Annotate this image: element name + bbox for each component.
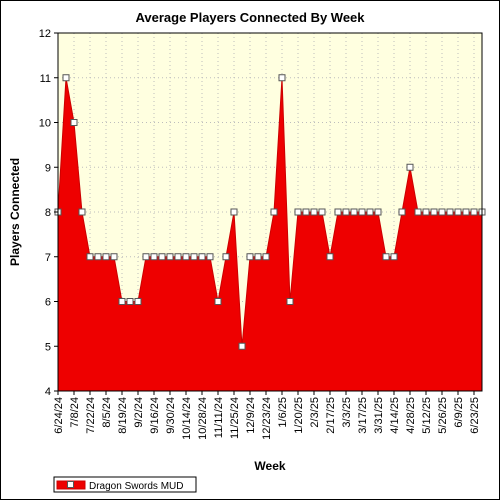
data-point-25 xyxy=(254,253,262,261)
data-point-23 xyxy=(238,342,246,350)
x-tick-label-0: 6/24/24 xyxy=(53,397,65,434)
data-point-27 xyxy=(270,208,278,216)
data-point-20 xyxy=(214,298,222,305)
data-point-19 xyxy=(206,253,214,261)
data-point-9 xyxy=(126,298,134,305)
data-point-3 xyxy=(78,208,86,216)
data-point-30 xyxy=(294,208,302,216)
x-tick-label-6: 9/16/24 xyxy=(149,397,161,434)
data-point-8 xyxy=(118,298,126,305)
x-tick-label-9: 10/28/24 xyxy=(197,397,209,440)
data-point-21 xyxy=(222,253,230,261)
data-point-35 xyxy=(334,208,342,216)
x-tick-label-17: 2/17/25 xyxy=(325,397,337,434)
data-point-14 xyxy=(166,253,174,261)
data-point-36 xyxy=(342,208,350,216)
data-point-7 xyxy=(110,253,118,261)
chart-title: Average Players Connected By Week xyxy=(135,10,365,25)
data-point-5 xyxy=(94,253,102,261)
x-tick-label-20: 3/31/25 xyxy=(373,397,385,434)
y-tick-label-2: 6 xyxy=(45,297,51,309)
data-point-44 xyxy=(406,163,414,171)
x-tick-label-19: 3/17/25 xyxy=(357,397,369,434)
y-axis-label: Players Connected xyxy=(8,158,22,266)
y-tick-label-3: 7 xyxy=(45,252,51,264)
y-tick-label-5: 9 xyxy=(45,162,51,174)
data-point-15 xyxy=(174,253,182,261)
data-point-39 xyxy=(366,208,374,216)
legend-marker xyxy=(67,481,74,488)
y-tick-label-0: 4 xyxy=(45,386,51,398)
x-tick-label-12: 12/9/24 xyxy=(245,397,257,434)
data-point-6 xyxy=(102,253,110,261)
data-point-40 xyxy=(374,208,382,216)
data-point-11 xyxy=(142,253,150,261)
x-tick-label-5: 9/2/24 xyxy=(133,397,145,428)
data-point-33 xyxy=(318,208,326,216)
data-point-38 xyxy=(358,208,366,216)
data-point-47 xyxy=(430,208,438,216)
data-point-16 xyxy=(182,253,190,261)
x-axis-ticks: 6/24/24 7/8/24 7/22/24 8/5/24 8/19/24 9/2/24 9… xyxy=(53,391,481,440)
x-tick-label-21: 4/14/25 xyxy=(389,397,401,434)
data-point-50 xyxy=(454,208,462,216)
data-point-29 xyxy=(286,298,294,305)
data-point-48 xyxy=(438,208,446,216)
data-point-4 xyxy=(86,253,94,261)
x-tick-label-18: 3/3/25 xyxy=(341,397,353,428)
x-tick-label-26: 6/23/25 xyxy=(469,397,481,434)
x-axis-label: Week xyxy=(254,459,285,473)
x-tick-label-15: 1/20/25 xyxy=(293,397,305,434)
data-point-17 xyxy=(190,253,198,261)
data-point-46 xyxy=(422,208,430,216)
data-point-52 xyxy=(470,208,478,216)
data-point-32 xyxy=(310,208,318,216)
legend: Dragon Swords MUD xyxy=(53,476,197,493)
x-tick-label-7: 9/30/24 xyxy=(165,397,177,434)
data-point-43 xyxy=(398,208,406,216)
x-tick-label-10: 11/11/24 xyxy=(213,397,225,438)
y-axis-ticks: 4 5 6 7 8 9 10 11 12 xyxy=(39,28,58,398)
y-tick-label-8: 12 xyxy=(39,28,51,40)
plot-area xyxy=(54,32,486,392)
legend-label: Dragon Swords MUD xyxy=(89,481,183,492)
data-point-12 xyxy=(150,253,158,261)
x-tick-label-16: 2/3/25 xyxy=(309,397,321,428)
data-point-51 xyxy=(462,208,470,216)
y-tick-label-4: 8 xyxy=(45,207,51,219)
data-point-2 xyxy=(70,119,78,126)
data-point-37 xyxy=(350,208,358,216)
data-point-28 xyxy=(278,74,286,82)
x-tick-label-22: 4/28/25 xyxy=(405,397,417,434)
data-point-1 xyxy=(62,74,70,82)
y-tick-label-7: 11 xyxy=(40,73,51,85)
x-tick-label-23: 5/12/25 xyxy=(421,397,433,434)
x-tick-label-3: 8/5/24 xyxy=(101,397,113,428)
data-point-31 xyxy=(302,208,310,216)
data-point-42 xyxy=(390,253,398,261)
legend-box xyxy=(53,476,197,493)
x-tick-label-25: 6/9/25 xyxy=(453,397,465,428)
y-tick-label-6: 10 xyxy=(39,118,51,130)
data-point-18 xyxy=(198,253,206,261)
x-tick-label-13: 12/23/24 xyxy=(261,397,273,440)
x-tick-label-2: 7/22/24 xyxy=(85,397,97,434)
data-point-22 xyxy=(230,208,238,216)
x-tick-label-8: 10/14/24 xyxy=(181,397,193,440)
data-point-34 xyxy=(326,253,334,261)
data-point-49 xyxy=(446,208,454,216)
x-tick-label-1: 7/8/24 xyxy=(69,397,81,428)
x-tick-label-11: 11/25/24 xyxy=(229,397,241,439)
y-tick-label-1: 5 xyxy=(45,341,51,353)
data-point-45 xyxy=(414,208,422,216)
data-point-10 xyxy=(134,298,142,305)
x-tick-label-4: 8/19/24 xyxy=(117,397,129,434)
x-tick-label-24: 5/26/25 xyxy=(437,397,449,434)
x-tick-label-14: 1/6/25 xyxy=(277,397,289,428)
data-point-13 xyxy=(158,253,166,261)
data-point-24 xyxy=(246,253,254,261)
data-point-41 xyxy=(382,253,390,261)
data-point-26 xyxy=(262,253,270,261)
